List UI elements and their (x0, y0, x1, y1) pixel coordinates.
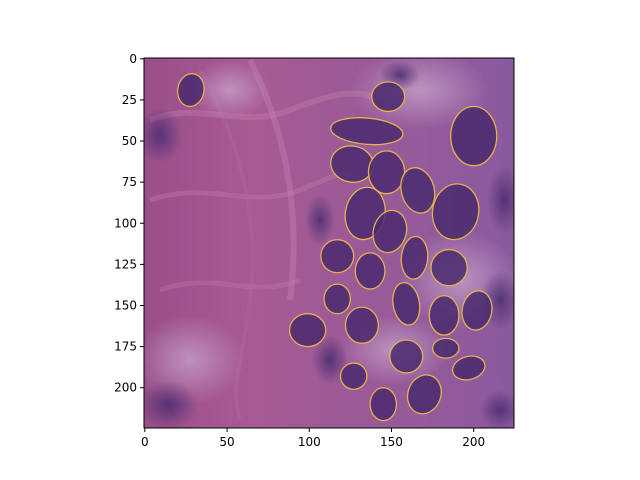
nucleus-3 (450, 105, 498, 167)
nucleus-16 (392, 282, 421, 326)
nucleus-body (389, 340, 423, 373)
nucleus-contour (400, 167, 436, 214)
nucleus-contour (461, 290, 493, 331)
nucleus-body (450, 106, 497, 166)
nucleus-contour (369, 387, 398, 422)
nucleus-contour (451, 355, 486, 381)
nucleus-body (373, 210, 407, 253)
nucleus-contour (430, 248, 468, 287)
nucleus-13 (400, 235, 429, 280)
nucleus-18 (461, 290, 493, 331)
nucleus-contour (354, 252, 386, 290)
nucleus-24 (339, 362, 368, 391)
nucleus-contour (389, 339, 424, 374)
nucleus-contour (371, 81, 406, 113)
nuclei-layer (176, 73, 498, 422)
nucleus-body (177, 73, 205, 107)
nucleus-contour (431, 337, 460, 359)
nucleus-contour (288, 313, 327, 348)
nucleus-25 (406, 374, 442, 415)
nucleus-body (452, 356, 485, 380)
y-tick-label: 125 (114, 257, 137, 271)
nucleus-7 (400, 167, 436, 214)
plot-frame (143, 57, 515, 429)
nucleus-11 (320, 239, 355, 274)
nucleus-contour (176, 73, 205, 108)
nucleus-body (289, 313, 326, 347)
x-tick-label: 50 (219, 435, 234, 449)
nucleus-8 (431, 183, 480, 241)
nucleus-20 (344, 306, 379, 344)
plot-area (144, 58, 514, 428)
nucleus-contour (400, 235, 429, 280)
nucleus-10 (372, 209, 408, 254)
nucleus-body (345, 307, 379, 344)
x-tick-label: 200 (462, 435, 485, 449)
nucleus-body (430, 249, 468, 286)
nucleus-body (400, 167, 435, 214)
nucleus-body (371, 81, 405, 112)
nucleus-body (355, 252, 385, 290)
nucleus-14 (430, 248, 468, 287)
nucleus-contour (431, 183, 480, 241)
y-axis: 0 25 50 75 100 125 150 175 200 (114, 52, 144, 395)
nucleus-contour (344, 306, 379, 344)
nucleus-body (320, 239, 354, 273)
nucleus-body (330, 145, 374, 183)
y-tick-label: 50 (122, 134, 137, 148)
nucleus-23 (451, 355, 486, 381)
y-tick-label: 0 (129, 52, 137, 66)
nucleus-contour (330, 117, 404, 146)
nucleus-22 (389, 339, 424, 374)
nucleus-contour (428, 294, 460, 336)
nucleus-body (407, 374, 442, 414)
y-tick-label: 25 (122, 93, 137, 107)
nucleus-17 (428, 294, 460, 336)
nucleus-body (368, 150, 405, 194)
nucleus-contour (450, 105, 498, 167)
nucleus-body (324, 284, 351, 314)
x-tick-label: 150 (380, 435, 403, 449)
nucleus-12 (354, 252, 386, 290)
nucleus-contour (372, 209, 408, 254)
nucleus-body (401, 236, 428, 280)
nucleus-19 (288, 313, 327, 348)
nucleus-contour (320, 239, 355, 274)
nucleus-2 (371, 81, 406, 113)
nucleus-15 (323, 283, 352, 315)
nucleus-body (340, 363, 367, 390)
y-tick-label: 100 (114, 216, 137, 230)
nucleus-body (432, 338, 459, 359)
nucleus-body (370, 387, 397, 421)
y-tick-label: 200 (114, 381, 137, 395)
x-tick-label: 100 (298, 435, 321, 449)
y-tick-label: 75 (122, 175, 137, 189)
nucleus-21 (431, 337, 460, 359)
nucleus-body (429, 295, 459, 336)
nucleus-contour (323, 283, 352, 315)
nucleus-body (330, 117, 403, 145)
nucleus-contour (406, 374, 442, 415)
nucleus-4 (330, 117, 404, 146)
nucleus-body (462, 290, 492, 331)
nucleus-contour (392, 282, 421, 326)
y-tick-label: 150 (114, 298, 137, 312)
x-axis: 0 50 100 150 200 (141, 428, 485, 449)
x-tick-label: 0 (141, 435, 149, 449)
nucleus-contour (339, 362, 368, 391)
nucleus-6 (367, 150, 406, 195)
nucleus-body (392, 282, 420, 326)
y-tick-label: 175 (114, 340, 137, 354)
nucleus-26 (369, 387, 398, 422)
nucleus-1 (176, 73, 205, 108)
nucleus-body (432, 183, 479, 240)
